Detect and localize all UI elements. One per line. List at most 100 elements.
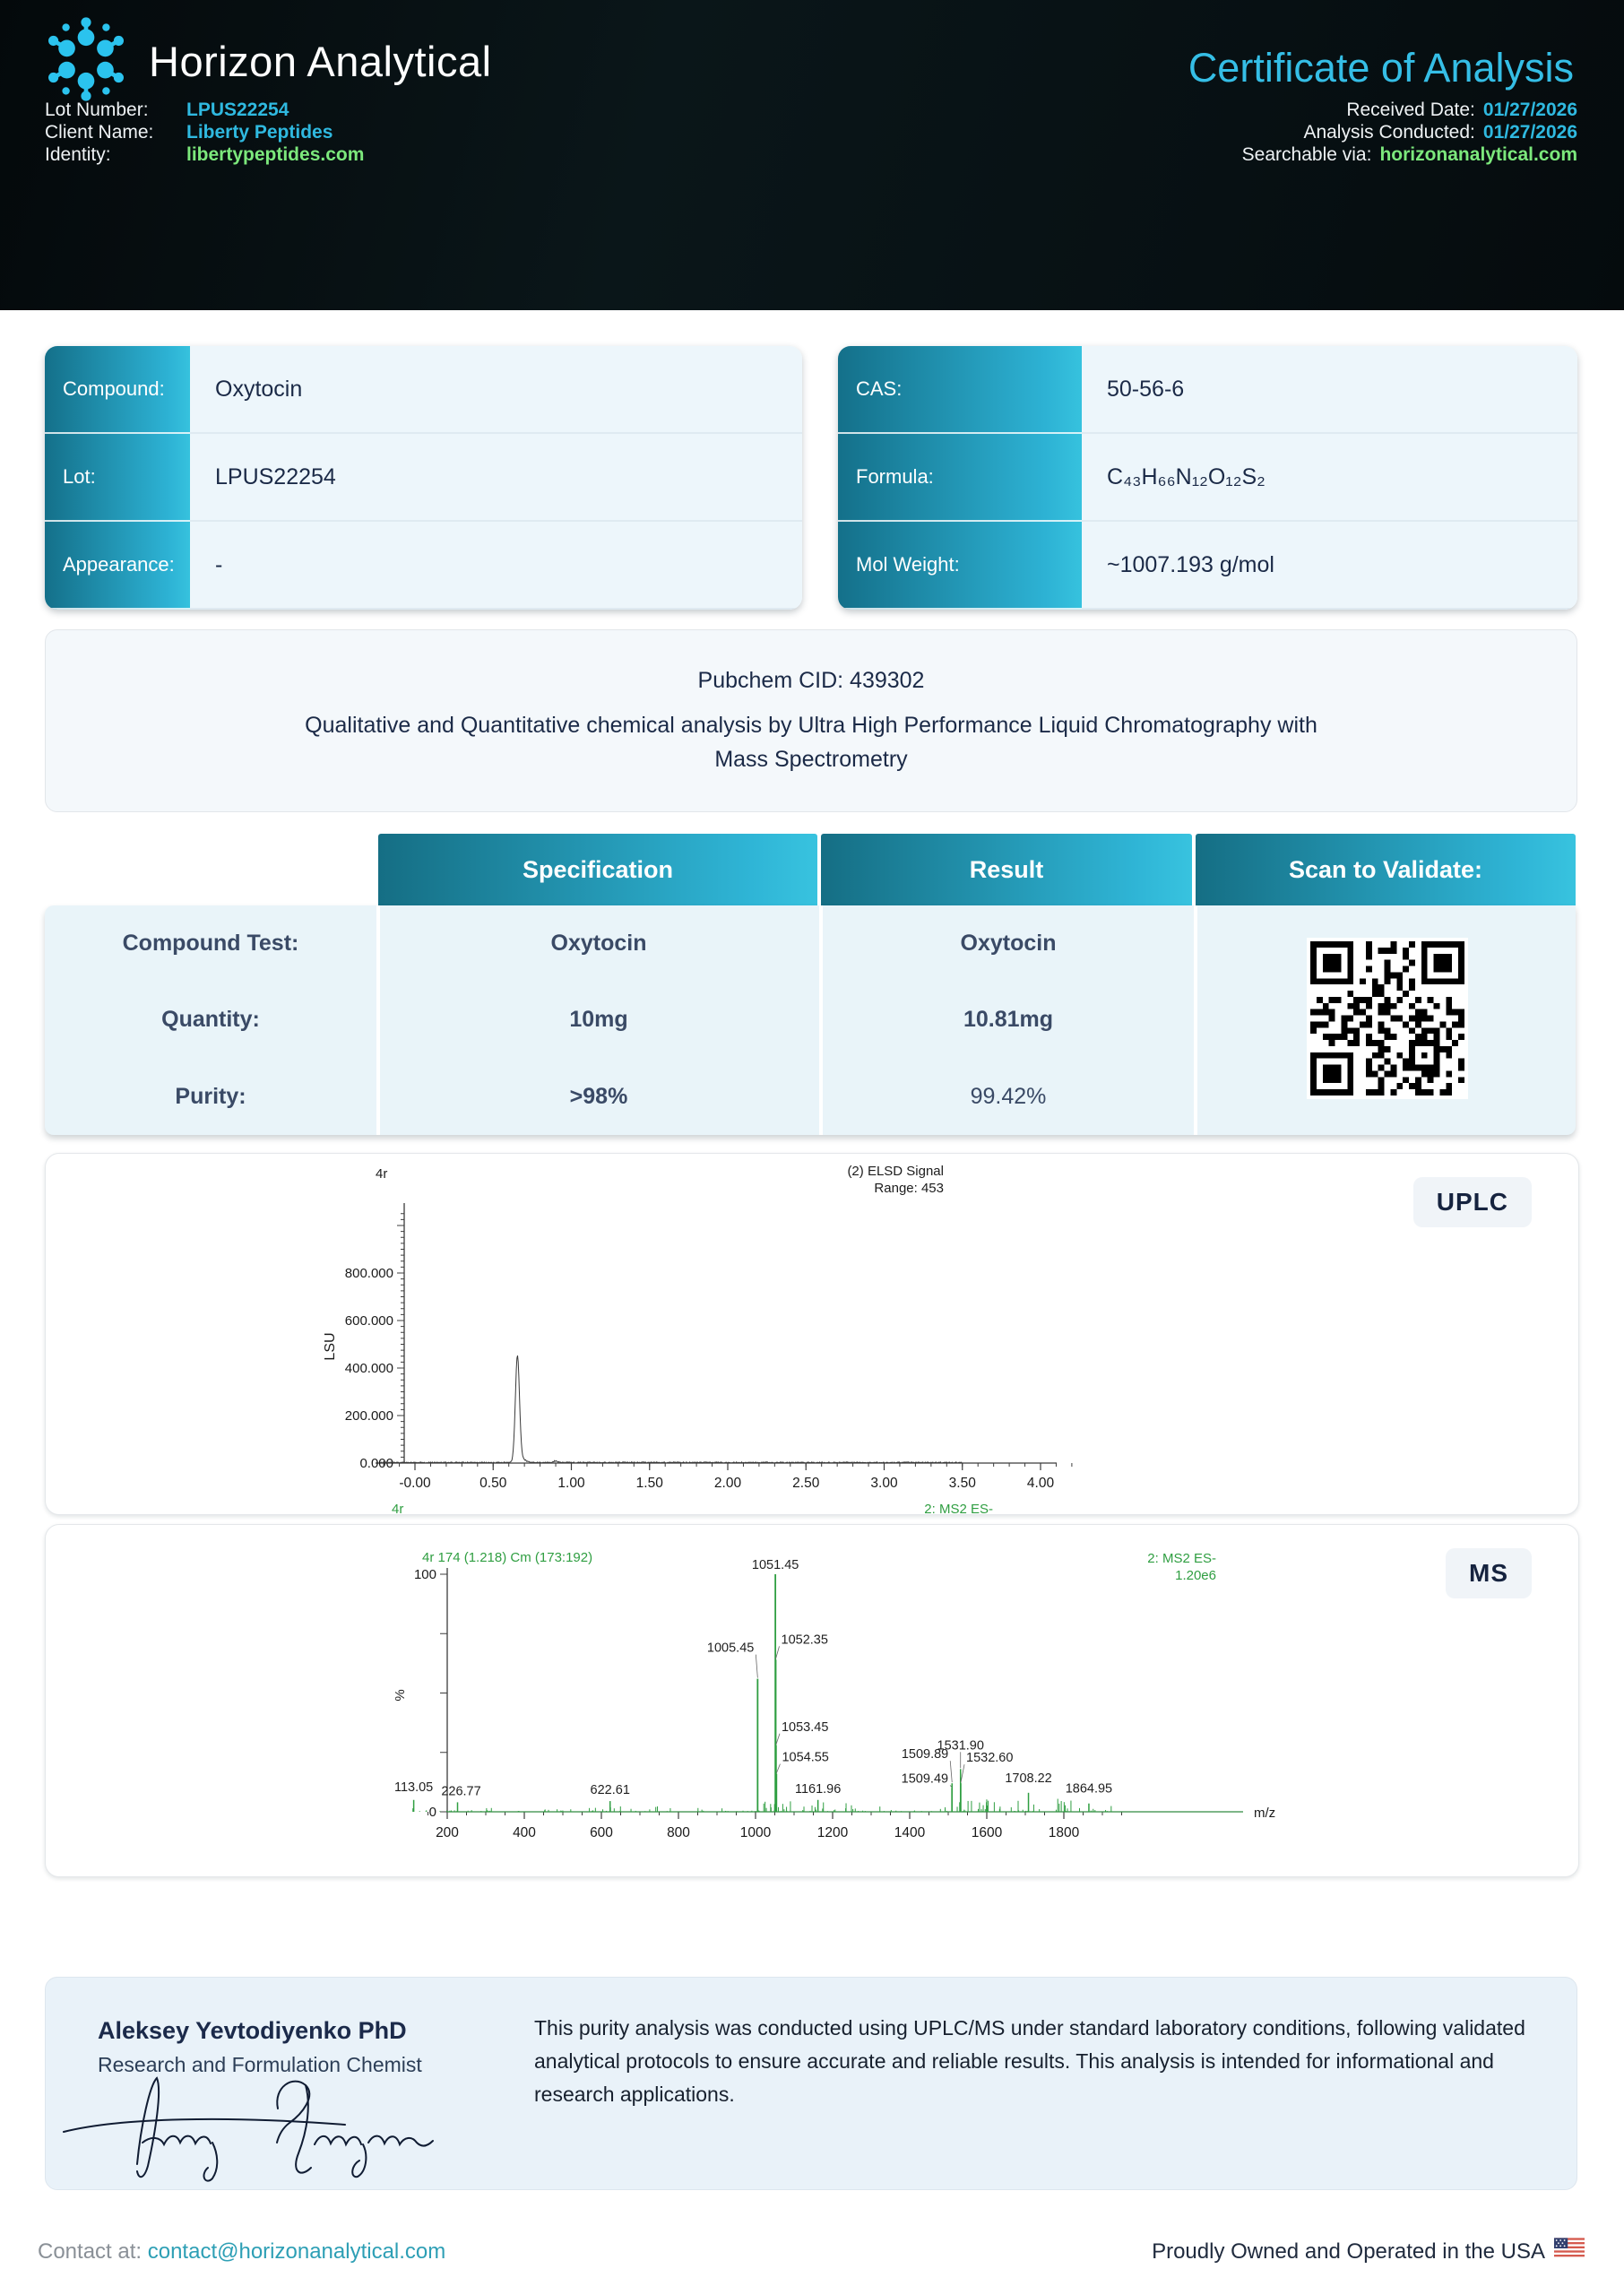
ms-mode-legend: 2: MS2 ES- 1.20e6 xyxy=(1050,1550,1216,1584)
mol-weight-value: ~1007.193 g/mol xyxy=(1082,522,1577,610)
svg-text:%: % xyxy=(393,1689,408,1701)
lot-number-row: Lot Number: LPUS22254 xyxy=(45,99,364,121)
svg-text:3.50: 3.50 xyxy=(949,1476,977,1491)
handwritten-signature xyxy=(63,2076,434,2182)
uplc-signal-range: Range: 453 xyxy=(874,1181,944,1196)
page-title: Certificate of Analysis xyxy=(1188,45,1574,91)
header-fields-left: Lot Number: LPUS22254 Client Name: Liber… xyxy=(45,99,364,166)
searchable-label: Searchable via: xyxy=(1241,144,1372,165)
cas-label: CAS: xyxy=(838,346,1082,434)
svg-text:1800: 1800 xyxy=(1049,1825,1080,1840)
svg-text:1.50: 1.50 xyxy=(636,1476,664,1491)
appearance-value: - xyxy=(190,522,802,610)
quantity-result: 10.81mg xyxy=(963,1007,1054,1033)
svg-text:1531.90: 1531.90 xyxy=(937,1738,984,1753)
client-name-row: Client Name: Liberty Peptides xyxy=(45,121,364,143)
ms-scan-label: 4r 174 (1.218) Cm (173:192) xyxy=(422,1550,593,1565)
uplc-footer-left-label: 4r xyxy=(392,1502,404,1515)
svg-text:226.77: 226.77 xyxy=(441,1784,480,1798)
svg-text:1509.89: 1509.89 xyxy=(902,1747,948,1762)
svg-text:2.50: 2.50 xyxy=(792,1476,820,1491)
svg-text:3.00: 3.00 xyxy=(870,1476,898,1491)
formula-value: C₄₃H₆₆N₁₂O₁₂S₂ xyxy=(1082,434,1577,522)
identity-label: Identity: xyxy=(45,144,111,165)
compound-test-result: Oxytocin xyxy=(960,931,1057,957)
svg-text:622.61: 622.61 xyxy=(591,1783,630,1797)
svg-text:1000: 1000 xyxy=(740,1825,772,1840)
quantity-label: Quantity: xyxy=(161,1007,260,1033)
chemist-role: Research and Formulation Chemist xyxy=(98,2053,422,2076)
svg-text:0: 0 xyxy=(429,1805,436,1820)
svg-text:1053.45: 1053.45 xyxy=(782,1720,828,1735)
lot-number-value: LPUS22254 xyxy=(186,100,289,120)
svg-text:600: 600 xyxy=(590,1825,613,1840)
svg-text:1161.96: 1161.96 xyxy=(795,1782,841,1797)
usa-flag-icon xyxy=(1554,2238,1585,2265)
lot-label: Lot: xyxy=(45,434,190,522)
uplc-run-label: 4r xyxy=(376,1166,388,1182)
brand: Horizon Analytical xyxy=(36,9,492,114)
purity-spec: >98% xyxy=(569,1083,628,1109)
svg-text:0.50: 0.50 xyxy=(479,1476,507,1491)
analysis-note-card: Pubchem CID: 439302 Qualitative and Quan… xyxy=(45,629,1577,812)
svg-text:200.000: 200.000 xyxy=(345,1408,393,1424)
mol-weight-label: Mol Weight: xyxy=(838,522,1082,610)
svg-text:4.00: 4.00 xyxy=(1027,1476,1055,1491)
cas-value: 50-56-6 xyxy=(1082,346,1577,434)
searchable-value-link[interactable]: horizonanalytical.com xyxy=(1379,144,1577,165)
purity-result: 99.42% xyxy=(970,1083,1047,1109)
spec-header-scan: Scan to Validate: xyxy=(1196,834,1576,905)
uplc-chromatogram-card: 0.000 200.000 400.000 600.000 800.000 -0.00 0.… xyxy=(45,1153,1579,1515)
client-name-value: Liberty Peptides xyxy=(186,122,333,143)
contact-email-link[interactable]: contact@horizonanalytical.com xyxy=(147,2239,446,2264)
column-divider xyxy=(1194,905,1197,1135)
contact-label: Contact at: xyxy=(38,2239,143,2264)
svg-text:200: 200 xyxy=(436,1825,459,1840)
svg-text:400.000: 400.000 xyxy=(345,1361,393,1376)
svg-text:1400: 1400 xyxy=(894,1825,926,1840)
uplc-signal-legend: (2) ELSD Signal Range: 453 xyxy=(754,1163,944,1197)
svg-text:800.000: 800.000 xyxy=(345,1266,393,1281)
purity-label: Purity: xyxy=(175,1083,246,1109)
ms-intensity-label: 1.20e6 xyxy=(1175,1568,1216,1583)
identity-value-link[interactable]: libertypeptides.com xyxy=(186,144,365,165)
validation-qr-code xyxy=(1307,938,1468,1099)
compound-test-spec: Oxytocin xyxy=(550,931,647,957)
ownership-text: Proudly Owned and Operated in the USA xyxy=(1152,2239,1545,2264)
analysis-date-value: 01/27/2026 xyxy=(1482,122,1577,143)
svg-text:1532.60: 1532.60 xyxy=(966,1751,1013,1765)
specification-table: Specification Result Scan to Validate: C… xyxy=(45,834,1577,1135)
compound-test-label: Compound Test: xyxy=(122,931,299,957)
analysis-date-label: Analysis Conducted: xyxy=(1303,122,1475,143)
svg-text:1708.22: 1708.22 xyxy=(1005,1771,1051,1786)
identity-row: Identity: libertypeptides.com xyxy=(45,143,364,166)
svg-text:1054.55: 1054.55 xyxy=(782,1751,828,1765)
svg-text:400: 400 xyxy=(513,1825,536,1840)
header-band: Horizon Analytical Certificate of Analys… xyxy=(0,0,1624,310)
appearance-label: Appearance: xyxy=(45,522,190,610)
mass-spectrum-card: 100 0% 200 400 600 800 1000 1200 1400 1600 1800 m/z… xyxy=(45,1524,1579,1877)
svg-text:100: 100 xyxy=(414,1567,436,1582)
svg-text:LSU: LSU xyxy=(323,1332,338,1360)
svg-text:m/z: m/z xyxy=(1254,1806,1275,1821)
ms-mode-label: 2: MS2 ES- xyxy=(1147,1551,1216,1566)
lot-value: LPUS22254 xyxy=(190,434,802,522)
analysis-date-row: Analysis Conducted: 01/27/2026 xyxy=(1242,121,1577,143)
searchable-row: Searchable via: horizonanalytical.com xyxy=(1242,143,1577,166)
footer-contact: Contact at: contact@horizonanalytical.co… xyxy=(38,2239,445,2265)
analysis-statement: This purity analysis was conducted using… xyxy=(534,2016,1525,2106)
molecule-logo-icon xyxy=(36,9,136,114)
svg-text:1.00: 1.00 xyxy=(557,1476,585,1491)
brand-name: Horizon Analytical xyxy=(149,38,492,85)
spec-header-specification: Specification xyxy=(378,834,817,905)
chemist-name: Aleksey Yevtodiyenko PhD xyxy=(98,2017,407,2044)
header-fields-right: Received Date: 01/27/2026 Analysis Conduc… xyxy=(1242,99,1577,166)
lot-number-label: Lot Number: xyxy=(45,100,149,120)
quantity-spec: 10mg xyxy=(569,1007,628,1033)
client-name-label: Client Name: xyxy=(45,122,154,143)
received-date-value: 01/27/2026 xyxy=(1482,100,1577,120)
svg-text:1200: 1200 xyxy=(817,1825,849,1840)
analysis-description: Qualitative and Quantitative chemical an… xyxy=(305,713,1317,772)
svg-text:1005.45: 1005.45 xyxy=(707,1641,754,1656)
